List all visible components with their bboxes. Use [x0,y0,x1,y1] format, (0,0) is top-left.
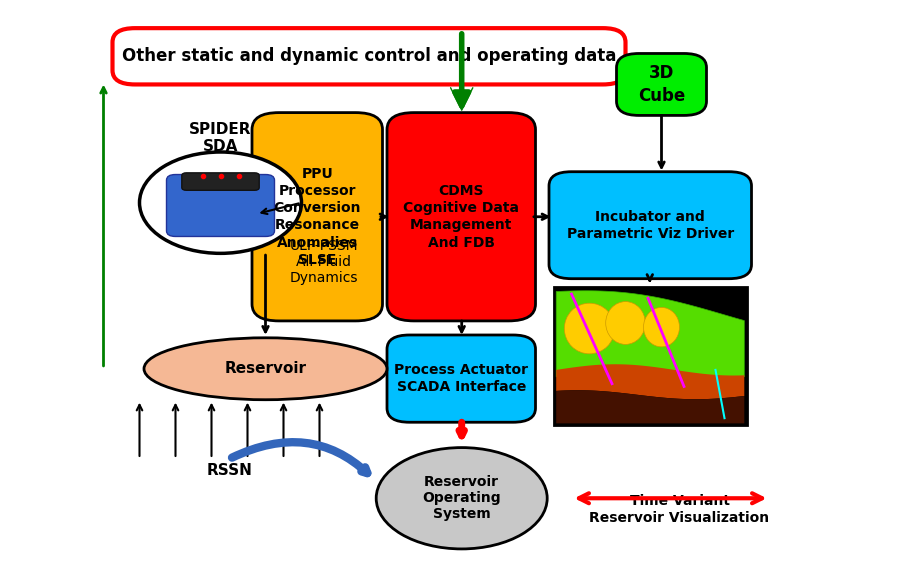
FancyBboxPatch shape [387,335,536,422]
FancyBboxPatch shape [166,175,274,236]
Text: SPIDER
SDA: SPIDER SDA [189,122,252,154]
Text: CDMS
Cognitive Data
Management
And FDB: CDMS Cognitive Data Management And FDB [403,184,519,250]
FancyBboxPatch shape [387,113,536,321]
FancyBboxPatch shape [554,287,747,425]
Text: Time Variant
Reservoir Visualization: Time Variant Reservoir Visualization [590,494,770,525]
Polygon shape [556,390,744,423]
Text: Other static and dynamic control and operating data: Other static and dynamic control and ope… [122,47,617,65]
FancyBboxPatch shape [252,113,382,321]
Circle shape [140,152,302,253]
Polygon shape [556,364,744,399]
Ellipse shape [144,338,387,400]
Ellipse shape [644,307,680,347]
Text: Reservoir
Operating
System: Reservoir Operating System [422,475,501,521]
Text: RSSN: RSSN [207,463,252,477]
FancyBboxPatch shape [182,173,259,190]
Ellipse shape [606,302,645,345]
Text: Reservoir: Reservoir [224,361,307,376]
Text: Incubator and
Parametric Viz Driver: Incubator and Parametric Viz Driver [567,209,734,241]
Polygon shape [556,291,744,377]
FancyBboxPatch shape [616,53,706,115]
Text: Process Actuator
SCADA Interface: Process Actuator SCADA Interface [394,363,528,394]
FancyBboxPatch shape [112,28,626,84]
Ellipse shape [564,303,615,354]
Ellipse shape [376,448,547,549]
Text: 3D
Cube: 3D Cube [638,64,685,105]
Text: PPU
Processor
Conversion
Resonance
Anomalies
SLSE: PPU Processor Conversion Resonance Anoma… [274,167,361,267]
FancyBboxPatch shape [549,172,752,279]
Text: ULF-PSSM
All Fluid
Dynamics: ULF-PSSM All Fluid Dynamics [290,239,358,285]
